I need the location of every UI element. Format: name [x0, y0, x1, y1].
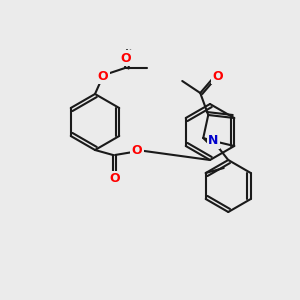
Text: O: O — [109, 172, 120, 185]
Text: O: O — [121, 52, 131, 64]
Text: O: O — [98, 70, 108, 83]
Text: O: O — [212, 70, 223, 83]
Text: N: N — [208, 134, 218, 148]
Text: O: O — [132, 143, 142, 157]
